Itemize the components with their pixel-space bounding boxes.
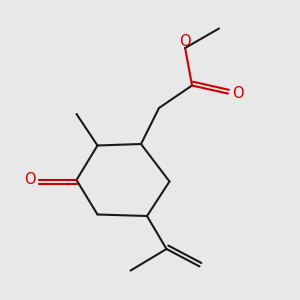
Text: O: O — [179, 34, 190, 49]
Text: O: O — [232, 86, 243, 101]
Text: O: O — [24, 172, 36, 188]
